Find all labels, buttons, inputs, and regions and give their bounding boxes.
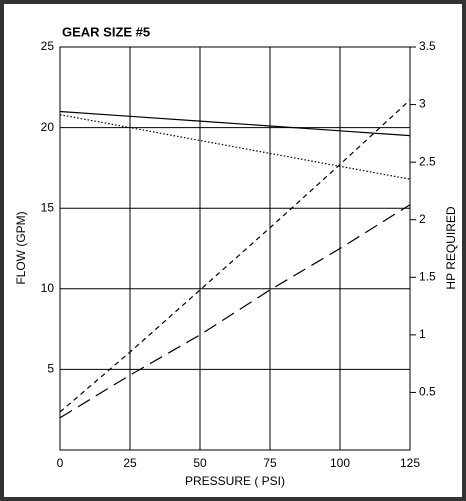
data-line — [59, 110, 411, 137]
y2-tick-label: 0.5 — [419, 385, 436, 399]
x-axis-label: PRESSURE ( PSI) — [185, 474, 285, 488]
y-tick-label: 25 — [41, 39, 55, 53]
y-tick-label: 5 — [47, 362, 54, 376]
y2-tick-label: 3.5 — [419, 39, 436, 53]
y-tick-label: 15 — [41, 200, 55, 214]
x-tick-label: 75 — [263, 456, 277, 470]
x-tick-label: 25 — [123, 456, 137, 470]
y2-tick-label: 2 — [419, 212, 426, 226]
x-tick-label: 125 — [400, 456, 420, 470]
y2-tick-label: 2.5 — [419, 154, 436, 168]
data-line — [59, 204, 411, 419]
x-tick-label: 0 — [57, 456, 64, 470]
x-tick-label: 50 — [193, 456, 207, 470]
y-tick-label: 20 — [41, 120, 55, 134]
x-tick-label: 100 — [330, 456, 350, 470]
data-line — [59, 99, 411, 413]
y2-axis-label: HP REQUIRED — [444, 206, 458, 289]
y2-tick-label: 1.5 — [419, 269, 436, 283]
chart-title: GEAR SIZE #5 — [62, 24, 150, 39]
y-tick-label: 10 — [41, 281, 55, 295]
y2-tick-label: 1 — [419, 327, 426, 341]
y2-tick-label: 3 — [419, 97, 426, 111]
y-axis-label: FLOW (GPM) — [14, 211, 28, 284]
